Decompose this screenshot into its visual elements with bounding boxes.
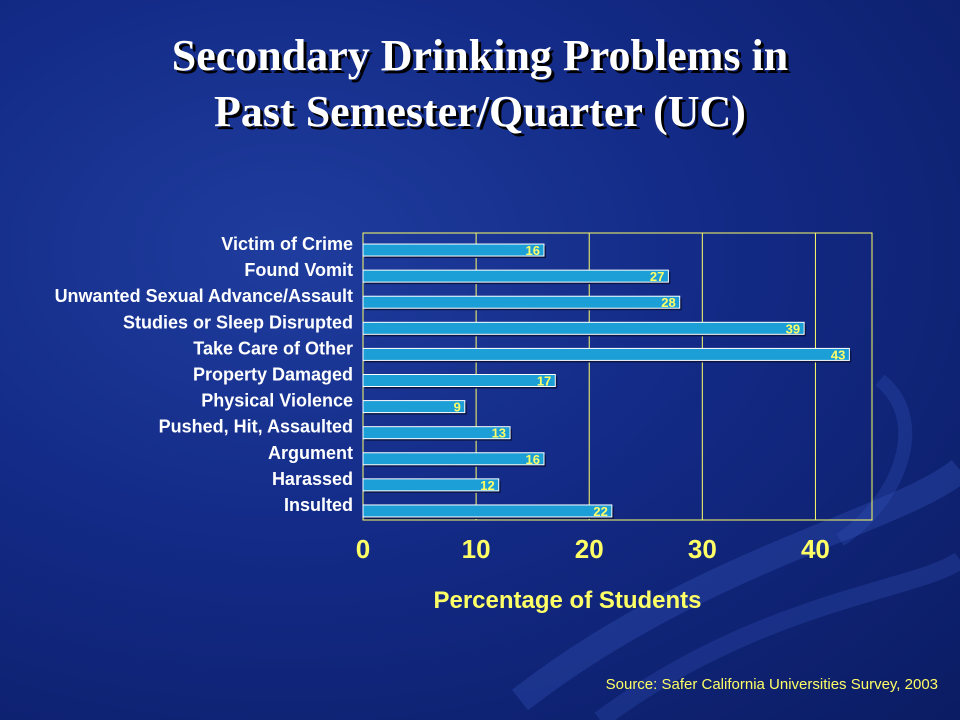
bar-value-label: 43 (831, 347, 845, 362)
bar (362, 426, 511, 440)
bar-value-label: 16 (526, 243, 540, 258)
x-tick-label-30: 30 (688, 534, 717, 564)
bar-value-label: 12 (480, 478, 494, 493)
category-label: Pushed, Hit, Assaulted (159, 417, 353, 437)
bar-value-label: 17 (537, 374, 551, 389)
category-label: Argument (268, 443, 353, 463)
bars: 16 27 28 39 43 17 9 13 16 12 22 (362, 243, 852, 519)
bar (362, 321, 805, 335)
bar-value-label: 22 (593, 504, 607, 519)
x-axis-title: Percentage of Students (433, 587, 701, 614)
bar-value-label: 39 (786, 321, 800, 336)
bar (362, 504, 613, 518)
category-label: Property Damaged (193, 365, 353, 385)
bar-value-label: 13 (492, 426, 506, 441)
x-tick-label-20: 20 (575, 534, 604, 564)
category-label: Studies or Sleep Disrupted (123, 312, 353, 332)
category-label: Physical Violence (201, 391, 353, 411)
slide-title-line-1: Secondary Drinking Problems in (171, 31, 789, 80)
x-tick-label-40: 40 (801, 534, 830, 564)
category-label: Unwanted Sexual Advance/Assault (55, 286, 353, 306)
bar-value-label: 16 (526, 452, 540, 467)
category-label: Take Care of Other (193, 338, 353, 358)
bar (362, 243, 545, 257)
bar (362, 295, 681, 309)
bar (362, 400, 466, 414)
source-citation: Source: Safer California Universities Su… (605, 676, 938, 693)
x-tick-labels: 0 10 20 30 40 (356, 534, 830, 564)
slide-title-line-2: Past Semester/Quarter (UC) (214, 87, 746, 136)
category-label: Victim of Crime (221, 234, 353, 254)
bar-value-label: 28 (661, 295, 675, 310)
bar (362, 347, 850, 361)
bar (362, 374, 556, 387)
bar-value-label: 9 (454, 400, 461, 415)
category-label: Insulted (284, 495, 353, 515)
category-label: Found Vomit (244, 260, 353, 280)
x-tick-label-0: 0 (356, 534, 370, 564)
bar (362, 269, 669, 283)
slide-title: Secondary Drinking Problems in Past Seme… (0, 28, 960, 140)
bar (362, 452, 545, 466)
bar (362, 478, 500, 492)
category-label: Harassed (272, 469, 353, 489)
x-tick-label-10: 10 (462, 534, 491, 564)
category-labels: Victim of Crime Found Vomit Unwanted Sexua… (55, 234, 353, 515)
bar-value-label: 27 (650, 269, 664, 284)
